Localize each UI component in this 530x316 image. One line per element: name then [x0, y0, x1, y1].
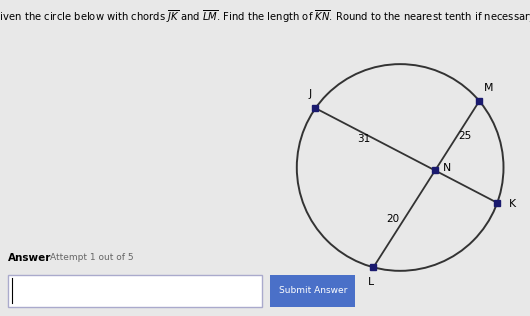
Text: 31: 31	[357, 134, 370, 144]
Text: L: L	[368, 277, 374, 287]
Text: M: M	[484, 83, 493, 93]
Text: N: N	[443, 163, 451, 173]
Text: Submit Answer: Submit Answer	[278, 286, 347, 295]
Text: K: K	[509, 199, 516, 210]
Text: Attempt 1 out of 5: Attempt 1 out of 5	[50, 253, 134, 262]
FancyBboxPatch shape	[8, 275, 262, 307]
Text: J: J	[308, 89, 312, 99]
Text: Given the circle below with chords $\overline{JK}$ and $\overline{LM}$. Find the: Given the circle below with chords $\ove…	[0, 8, 530, 25]
Text: Answer: Answer	[8, 252, 51, 263]
Text: 25: 25	[458, 131, 472, 141]
Text: 20: 20	[386, 214, 399, 224]
FancyBboxPatch shape	[270, 275, 355, 307]
